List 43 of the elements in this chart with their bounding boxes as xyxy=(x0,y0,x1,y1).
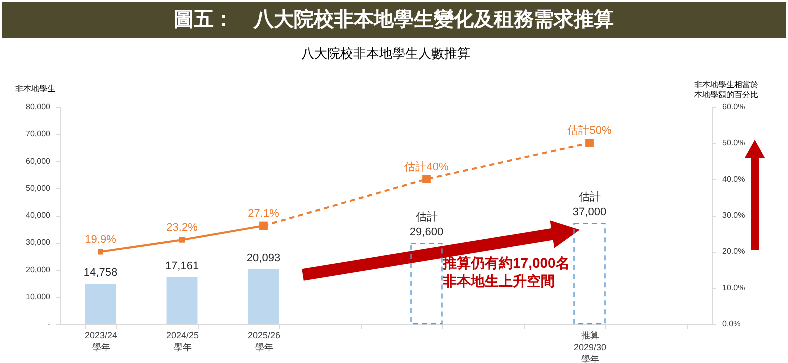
data-label: 19.9% xyxy=(85,234,117,246)
x-tick-label: 2024/25 學年 xyxy=(166,330,200,352)
point xyxy=(180,237,185,243)
data-label: 20,093 xyxy=(246,252,281,264)
bar xyxy=(410,243,443,325)
bar xyxy=(574,223,606,325)
y2-tick-label: 20.0% xyxy=(722,247,746,256)
y-axis-title: 非本地學生 xyxy=(16,84,56,94)
data-label: 估計 37,000 xyxy=(572,190,607,219)
data-label: 14,758 xyxy=(84,266,118,279)
data-label: 估計50% xyxy=(568,124,612,138)
y2-tick-label: 40.0% xyxy=(722,174,746,184)
y2-tick-label: 30.0% xyxy=(722,211,746,220)
data-label: 27.1% xyxy=(248,208,280,220)
y2-tick-label: 0.0% xyxy=(722,320,741,328)
y2-tick-label: 50.0% xyxy=(722,138,746,148)
y2-tick-label: 60.0% xyxy=(722,102,746,112)
data-label: 23.2% xyxy=(166,222,198,234)
y-tick-label: 70,000 xyxy=(26,130,52,139)
point xyxy=(422,175,431,184)
y-tick-label: 30,000 xyxy=(26,238,52,248)
bar xyxy=(85,284,116,324)
bar xyxy=(166,277,198,324)
data-label: 估計 29,600 xyxy=(410,210,444,239)
point xyxy=(586,138,594,148)
data-label: 17,161 xyxy=(165,260,200,272)
x-tick-label: 2025/26 學年 xyxy=(248,330,281,352)
y-tick-label: 20,000 xyxy=(26,265,52,274)
x-tick-label: 2023/24 學年 xyxy=(84,330,118,352)
point xyxy=(98,249,104,255)
y-tick-label: 80,000 xyxy=(26,102,52,112)
y2-axis-title: 非本地學生相當於本地學額的百分比 xyxy=(694,80,758,100)
y-tick-label: - xyxy=(48,320,51,328)
y-tick-label: 60,000 xyxy=(26,156,52,166)
chart-subtitle: 八大院校非本地學生人數推算 xyxy=(302,46,470,61)
y2-tick-label: 10.0% xyxy=(722,283,746,292)
annotation: 推算仍有約17,000名非本地生上升空間 xyxy=(443,254,571,290)
chart-title: 圖五： 八大院校非本地學生變化及租務需求推算 xyxy=(2,2,786,38)
y-tick-label: 50,000 xyxy=(26,184,52,193)
data-label: 估計40% xyxy=(404,160,449,174)
y-tick-label: 40,000 xyxy=(26,211,52,220)
y-tick-label: 10,000 xyxy=(26,292,52,302)
bar xyxy=(248,270,280,324)
